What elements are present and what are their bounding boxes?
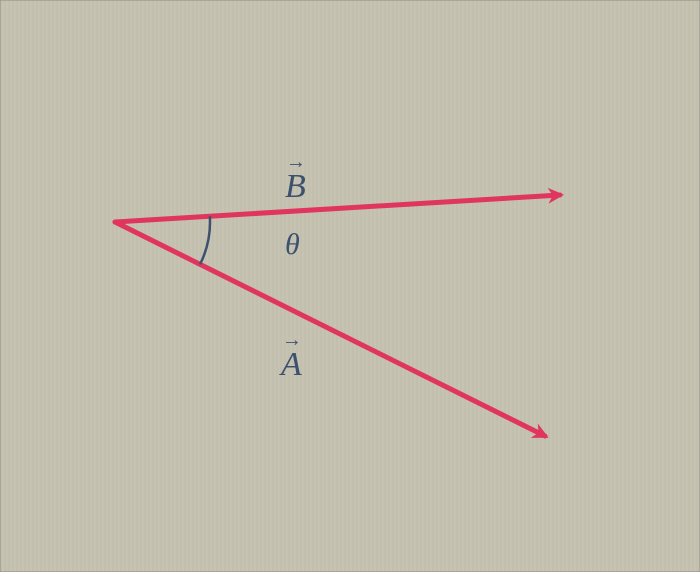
vector-b-letter: B: [285, 168, 306, 205]
vector-a-label: → A: [281, 330, 302, 382]
vector-diagram: [0, 0, 700, 572]
vector-b-label: → B: [285, 152, 306, 204]
angle-theta-label: θ: [285, 230, 300, 260]
angle-theta-letter: θ: [285, 228, 300, 261]
vector-a-letter: A: [281, 346, 302, 383]
diagram-canvas: → B → A θ: [0, 0, 700, 572]
